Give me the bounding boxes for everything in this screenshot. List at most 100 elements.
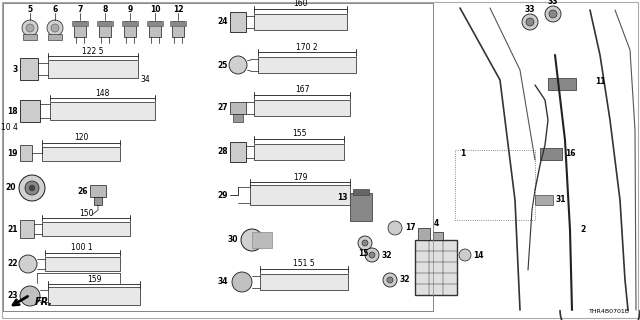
Text: 160: 160 [293, 0, 308, 9]
Text: 2: 2 [580, 226, 585, 235]
Bar [20, 58, 38, 80]
Text: 18: 18 [8, 107, 18, 116]
Text: 25: 25 [218, 60, 228, 69]
Circle shape [51, 24, 59, 32]
Text: 167: 167 [295, 85, 309, 94]
Bar [99, 21, 111, 37]
Bar [254, 14, 347, 30]
Text: 33: 33 [548, 0, 558, 6]
Bar [20, 100, 40, 122]
Text: 20: 20 [6, 183, 16, 193]
Bar [233, 114, 243, 122]
Text: 32: 32 [400, 276, 410, 284]
Circle shape [526, 18, 534, 26]
Circle shape [19, 255, 37, 273]
Circle shape [387, 277, 393, 283]
Circle shape [369, 252, 375, 258]
Bar [23, 34, 37, 40]
Bar [48, 34, 62, 40]
Text: 12: 12 [173, 5, 183, 14]
Bar [149, 21, 161, 37]
Text: 29: 29 [218, 190, 228, 199]
Text: 23: 23 [8, 292, 18, 300]
Circle shape [522, 14, 538, 30]
Bar [353, 189, 369, 195]
Text: 10 4: 10 4 [1, 124, 18, 132]
Bar [72, 21, 88, 26]
Bar [350, 193, 372, 221]
Bar [90, 185, 106, 197]
Bar [258, 57, 356, 73]
Text: 8: 8 [102, 5, 108, 14]
Text: 16: 16 [565, 149, 575, 158]
Circle shape [388, 221, 402, 235]
Circle shape [29, 185, 35, 191]
Text: 15: 15 [358, 249, 369, 258]
Text: 33: 33 [525, 5, 535, 14]
Bar [94, 197, 102, 205]
Bar [122, 21, 138, 26]
Bar [548, 78, 576, 90]
Bar [97, 21, 113, 26]
Text: 10: 10 [150, 5, 160, 14]
Circle shape [19, 175, 45, 201]
Text: 179: 179 [292, 172, 307, 181]
Bar [42, 222, 130, 236]
Text: 19: 19 [8, 148, 18, 157]
Bar [42, 147, 120, 161]
Text: 159: 159 [87, 275, 101, 284]
Text: 6: 6 [52, 5, 58, 14]
Text: 7: 7 [77, 5, 83, 14]
Bar [254, 144, 344, 160]
Circle shape [229, 56, 247, 74]
Bar [250, 185, 350, 205]
Text: 17: 17 [405, 223, 415, 233]
Bar [254, 100, 350, 116]
Text: 11: 11 [595, 77, 605, 86]
Bar [3, 3, 433, 311]
Text: 120: 120 [74, 133, 88, 142]
Text: 21: 21 [8, 225, 18, 234]
Bar [20, 145, 32, 161]
Bar [50, 102, 155, 120]
Circle shape [241, 229, 263, 251]
Bar [170, 21, 186, 26]
Circle shape [358, 236, 372, 250]
Bar [230, 12, 246, 32]
Bar [230, 142, 246, 162]
Text: 14: 14 [473, 251, 483, 260]
Text: FR.: FR. [35, 297, 53, 307]
Text: 151 5: 151 5 [293, 260, 315, 268]
Text: 4: 4 [433, 220, 438, 228]
Text: 28: 28 [218, 148, 228, 156]
Bar [455, 150, 535, 220]
Bar [20, 220, 34, 238]
Circle shape [362, 240, 368, 246]
Bar [433, 232, 443, 240]
Circle shape [232, 272, 252, 292]
Text: 170 2: 170 2 [296, 43, 318, 52]
Text: 31: 31 [556, 196, 566, 204]
Text: 24: 24 [218, 18, 228, 27]
Text: 1: 1 [460, 148, 465, 157]
Circle shape [459, 249, 471, 261]
Circle shape [549, 10, 557, 18]
Text: 30: 30 [227, 236, 238, 244]
Bar [45, 257, 120, 271]
Text: 34: 34 [140, 76, 150, 84]
Circle shape [47, 20, 63, 36]
Text: 3: 3 [13, 65, 18, 74]
Circle shape [383, 273, 397, 287]
Circle shape [545, 6, 561, 22]
Bar [252, 232, 272, 248]
Text: 26: 26 [77, 187, 88, 196]
Bar [48, 60, 138, 78]
Text: 122 5: 122 5 [83, 46, 104, 55]
Text: 34: 34 [218, 277, 228, 286]
Bar [418, 228, 430, 240]
Bar [74, 21, 86, 37]
Circle shape [365, 248, 379, 262]
Circle shape [22, 20, 38, 36]
Text: 32: 32 [382, 251, 392, 260]
Circle shape [25, 181, 39, 195]
